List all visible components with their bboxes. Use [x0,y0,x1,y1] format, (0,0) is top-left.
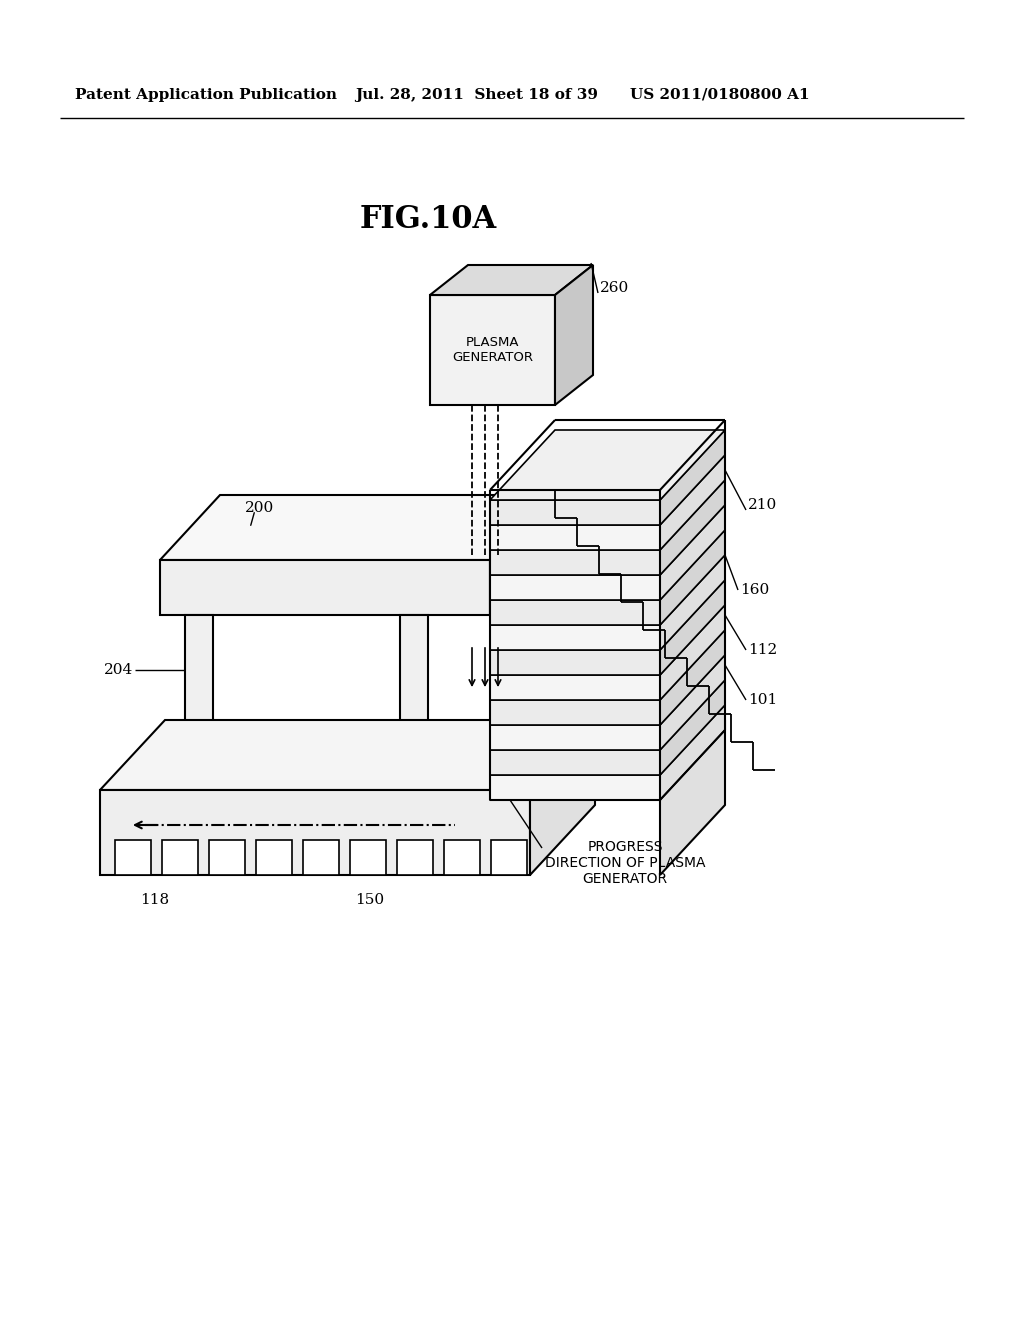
Text: PLASMA
GENERATOR: PLASMA GENERATOR [452,337,534,364]
Text: 210: 210 [748,498,777,512]
Text: 204: 204 [103,663,133,677]
Polygon shape [490,719,725,789]
Polygon shape [490,550,660,576]
Polygon shape [209,840,245,875]
Polygon shape [660,480,725,576]
Polygon shape [397,840,433,875]
Text: 150: 150 [355,894,385,907]
Polygon shape [490,601,660,624]
Polygon shape [660,719,725,875]
Text: Patent Application Publication: Patent Application Publication [75,88,337,102]
Text: FIG.10A: FIG.10A [360,205,497,235]
Polygon shape [490,675,660,700]
Polygon shape [660,554,725,649]
Polygon shape [444,840,480,875]
Polygon shape [490,775,660,800]
Polygon shape [185,615,213,725]
Polygon shape [115,840,151,875]
Polygon shape [430,294,555,405]
Polygon shape [490,700,660,725]
Text: 200: 200 [245,502,274,515]
Polygon shape [100,789,530,875]
Polygon shape [490,649,660,675]
Text: PROGRESS
DIRECTION OF PLASMA
GENERATOR: PROGRESS DIRECTION OF PLASMA GENERATOR [545,840,706,887]
Polygon shape [490,495,550,615]
Polygon shape [303,840,339,875]
Polygon shape [555,265,593,405]
Polygon shape [350,840,386,875]
Polygon shape [490,725,660,750]
Polygon shape [490,576,660,601]
Polygon shape [400,615,428,725]
Polygon shape [162,840,198,875]
Polygon shape [660,455,725,550]
Polygon shape [490,840,527,875]
Polygon shape [660,605,725,700]
Polygon shape [490,750,660,775]
Polygon shape [256,840,292,875]
Polygon shape [660,630,725,725]
Polygon shape [490,525,660,550]
Polygon shape [660,506,725,601]
Polygon shape [430,265,593,294]
Polygon shape [660,680,725,775]
Text: Jul. 28, 2011  Sheet 18 of 39: Jul. 28, 2011 Sheet 18 of 39 [355,88,598,102]
Polygon shape [660,655,725,750]
Polygon shape [660,531,725,624]
Polygon shape [490,624,660,649]
Text: 112: 112 [748,643,777,657]
Polygon shape [160,560,490,615]
Text: 118: 118 [140,894,170,907]
Polygon shape [100,719,595,789]
Polygon shape [490,430,725,500]
Polygon shape [490,500,660,525]
Text: 260: 260 [600,281,630,294]
Polygon shape [660,705,725,800]
Text: 160: 160 [740,583,769,597]
Text: 101: 101 [748,693,777,708]
Polygon shape [660,430,725,525]
Polygon shape [160,495,550,560]
Polygon shape [660,579,725,675]
Text: US 2011/0180800 A1: US 2011/0180800 A1 [630,88,810,102]
Polygon shape [530,719,595,875]
